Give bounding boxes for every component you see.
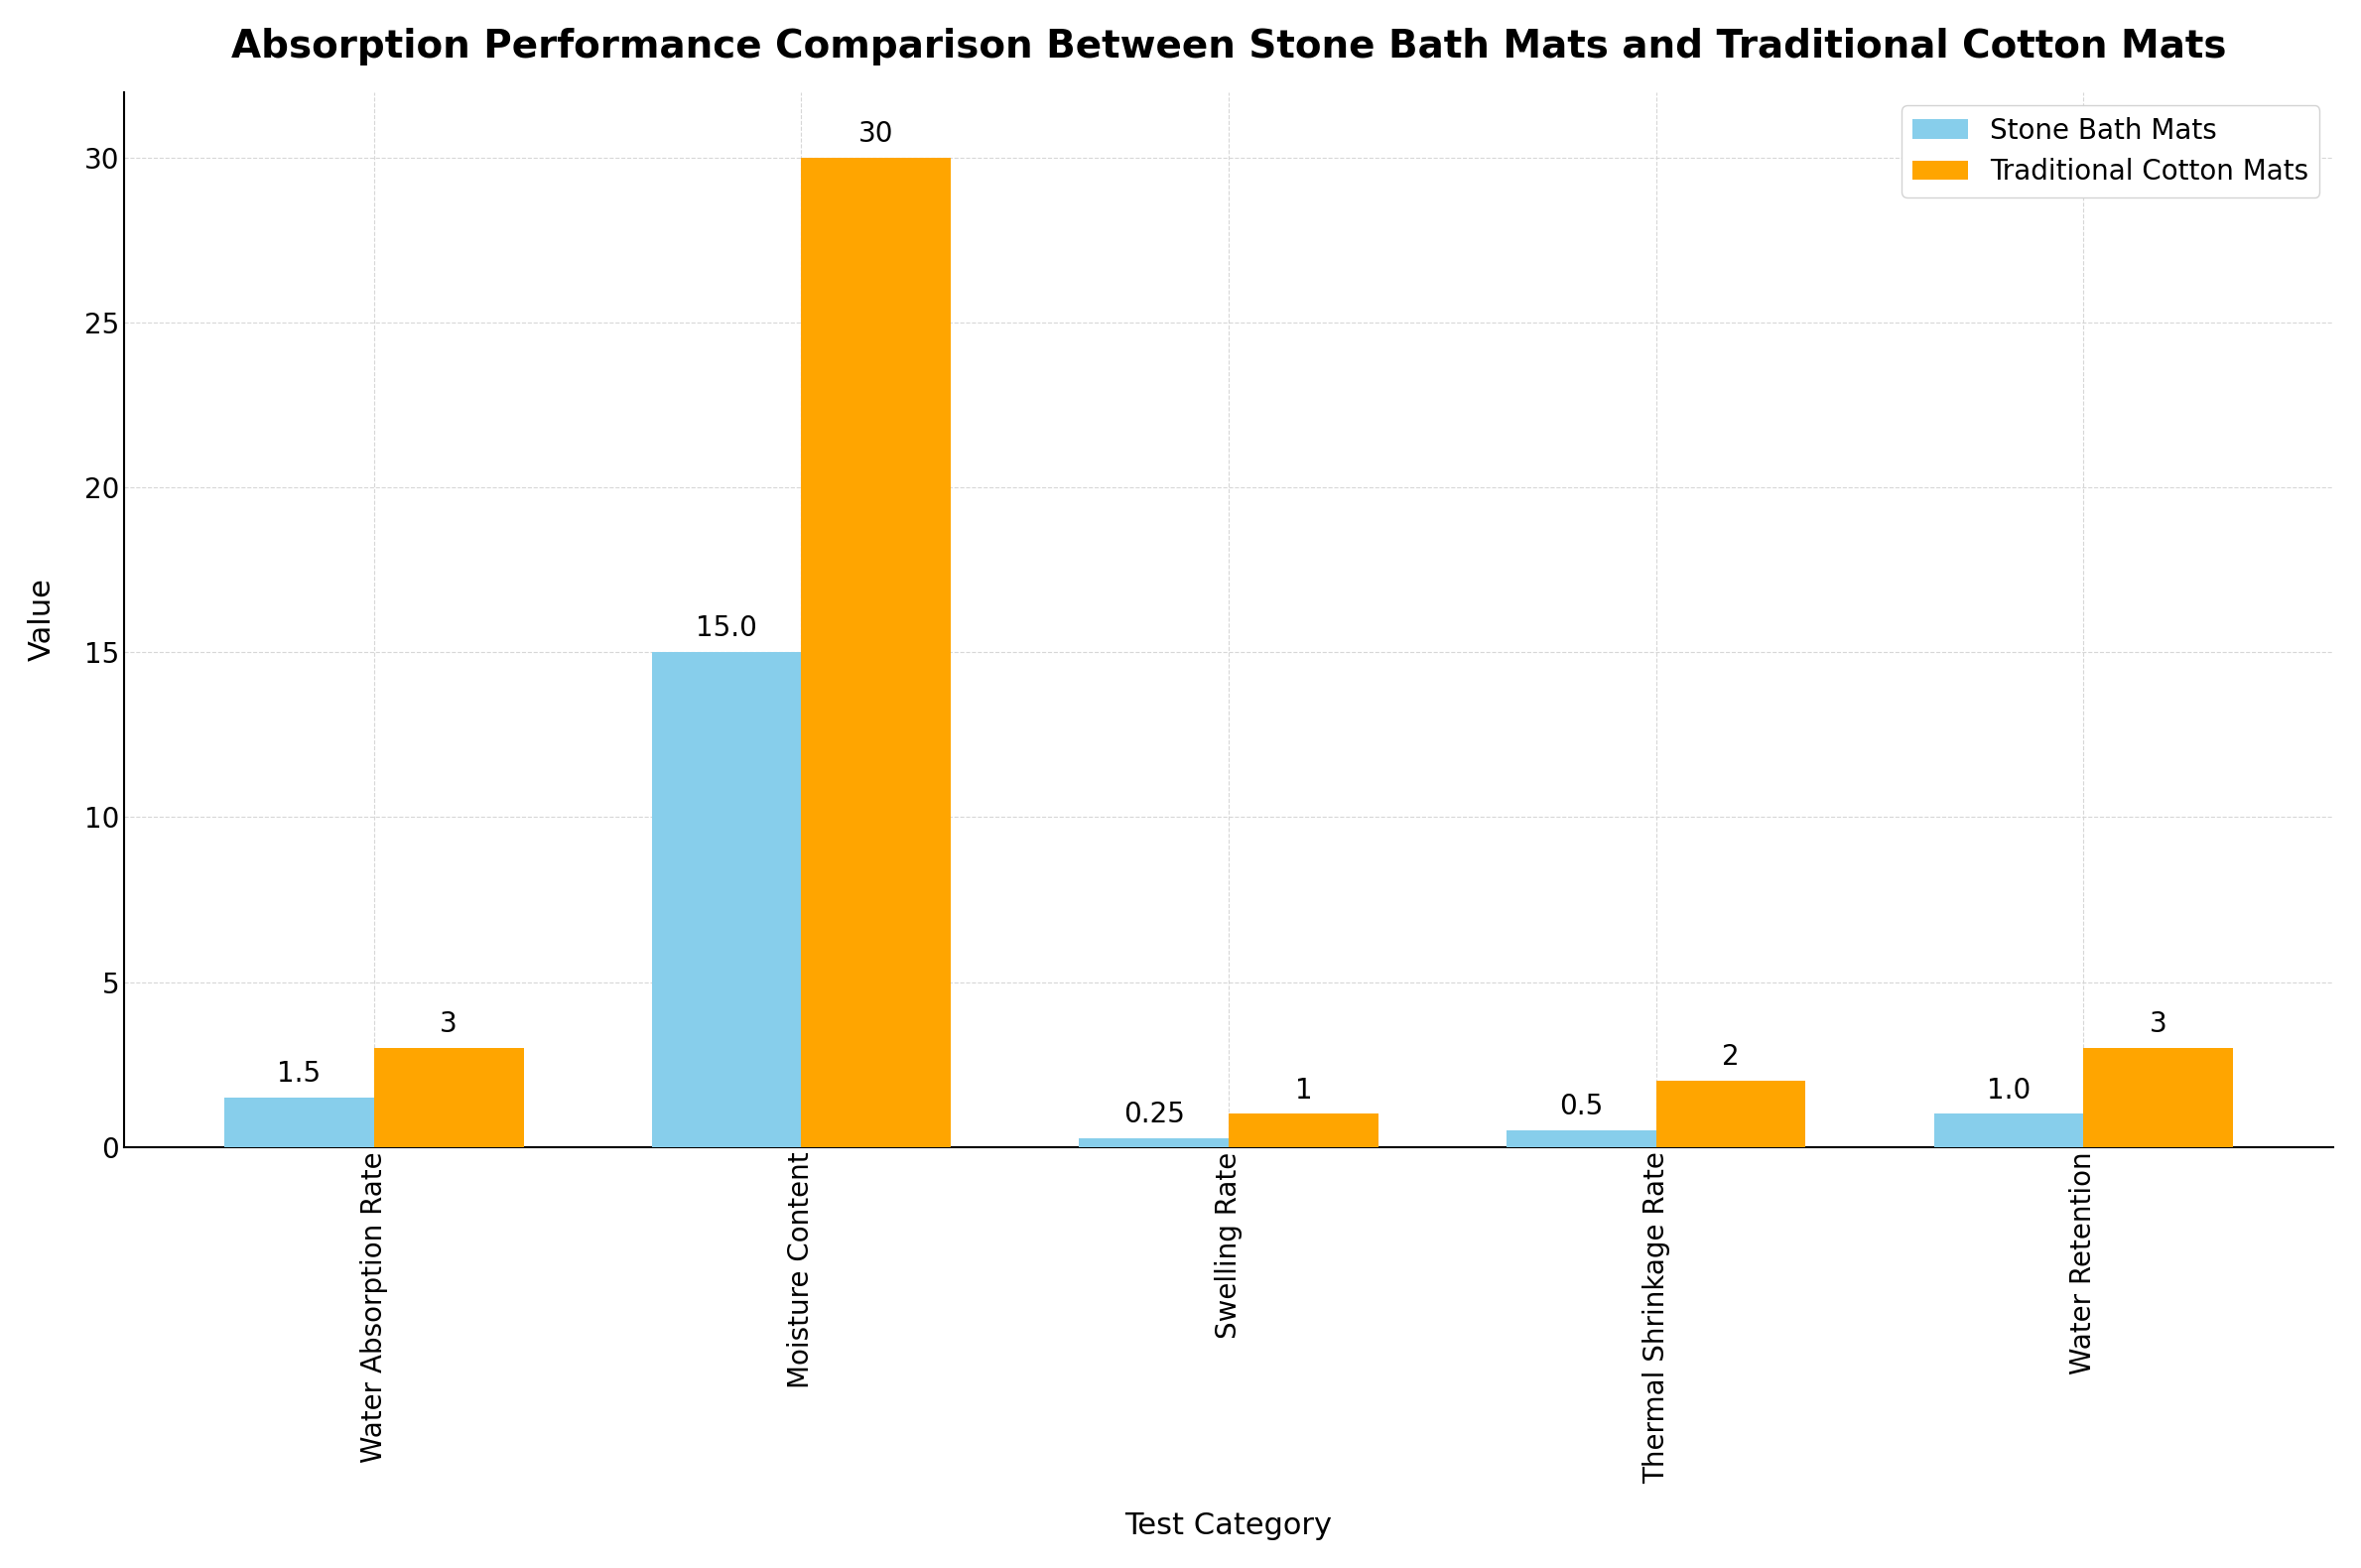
Y-axis label: Value: Value: [28, 577, 57, 662]
Text: 1.5: 1.5: [276, 1060, 321, 1088]
Text: 1: 1: [1294, 1076, 1313, 1104]
Bar: [652, 652, 800, 1146]
Text: 30: 30: [859, 121, 895, 147]
Text: 1.0: 1.0: [1986, 1076, 2030, 1104]
Bar: [1228, 1113, 1379, 1146]
Bar: [800, 158, 951, 1146]
Bar: [1655, 1080, 1806, 1146]
Bar: [1506, 1131, 1655, 1146]
Text: 2: 2: [1721, 1043, 1740, 1071]
Bar: [373, 1047, 524, 1146]
Text: 0.25: 0.25: [1124, 1101, 1185, 1129]
Bar: [1079, 1138, 1228, 1146]
Legend: Stone Bath Mats, Traditional Cotton Mats: Stone Bath Mats, Traditional Cotton Mats: [1901, 105, 2319, 198]
Bar: [224, 1098, 373, 1146]
Bar: [2082, 1047, 2234, 1146]
Bar: [1934, 1113, 2082, 1146]
X-axis label: Test Category: Test Category: [1124, 1512, 1332, 1540]
Text: 0.5: 0.5: [1558, 1093, 1603, 1121]
Title: Absorption Performance Comparison Between Stone Bath Mats and Traditional Cotton: Absorption Performance Comparison Betwee…: [231, 28, 2226, 66]
Text: 15.0: 15.0: [696, 615, 758, 643]
Text: 3: 3: [2149, 1010, 2167, 1038]
Text: 3: 3: [439, 1010, 458, 1038]
